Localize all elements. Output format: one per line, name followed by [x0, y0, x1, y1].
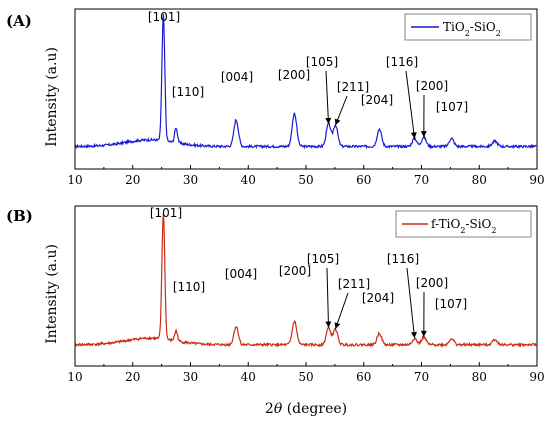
peak-arrow-head: [325, 117, 332, 124]
peak-arrow: [405, 70, 416, 139]
panel-a-ylabel: Intensity (a.u): [44, 47, 60, 147]
peak-label: [110]: [172, 85, 204, 99]
panel-b-ylabel: Intensity (a.u): [44, 244, 60, 344]
panel-b: (B) Intensity (a.u) 10 20 30 40 50 60 70 80 90 […: [6, 205, 545, 417]
peak-arrow: [326, 267, 330, 328]
x-tick-label: 70: [414, 173, 429, 187]
peak-label: [204]: [361, 93, 393, 107]
peak-label: [004]: [225, 267, 257, 281]
x-tick-label: 80: [472, 370, 487, 384]
x-tick-label: 30: [183, 370, 198, 384]
x-tick-label: 80: [472, 173, 487, 187]
x-tick-label: 30: [183, 173, 198, 187]
peak-label: [105]: [307, 252, 339, 266]
x-tick-label: 40: [241, 370, 256, 384]
panel-b-tag: (B): [6, 207, 33, 225]
x-tick-label: 20: [125, 370, 140, 384]
peak-label: [211]: [338, 277, 370, 291]
peak-arrow-head: [334, 322, 341, 329]
peak-label: [110]: [173, 280, 205, 294]
peak-label: [200]: [416, 276, 448, 290]
panel-a-legend-label: TiO2-SiO2: [443, 20, 501, 38]
peak-label: [204]: [362, 291, 394, 305]
peak-arrow: [334, 292, 349, 330]
panel-b-series-line: [74, 213, 538, 348]
peak-label: [211]: [337, 80, 369, 94]
x-tick-label: 60: [356, 173, 371, 187]
panel-a-legend: TiO2-SiO2: [404, 13, 532, 41]
x-tick-label: 10: [67, 370, 82, 384]
x-tick-label: 40: [241, 173, 256, 187]
x-tick-label: 90: [529, 370, 544, 384]
peak-arrow-head: [325, 321, 332, 328]
panel-a-peak-labels: [101][110][004] [200][105][211][204][116]…: [148, 10, 468, 139]
panel-a-series-line: [74, 14, 538, 150]
peak-arrow: [325, 70, 330, 124]
peak-label: [116]: [386, 55, 418, 69]
x-tick-label: 90: [529, 173, 544, 187]
peak-arrow-head: [420, 330, 427, 337]
peak-arrow-head: [334, 118, 341, 126]
peak-arrow-head: [410, 331, 417, 339]
panel-a: (A) Intensity (a.u) 10 20 30 40 50 60 70 80 90 […: [6, 8, 545, 187]
x-tick-label: 10: [67, 173, 82, 187]
peak-label: [107]: [435, 297, 467, 311]
peak-label: [200]: [279, 264, 311, 278]
peak-label: [107]: [436, 100, 468, 114]
peak-label: [200]: [278, 68, 310, 82]
x-tick-label: 60: [356, 370, 371, 384]
peak-label: [101]: [148, 10, 180, 24]
peak-label: [200]: [416, 79, 448, 93]
peak-label: [101]: [150, 206, 182, 220]
peak-label: [004]: [221, 70, 253, 84]
panel-b-legend: f-TiO2-SiO2: [395, 210, 532, 238]
peak-arrow-head: [420, 131, 427, 138]
panel-b-xlabel: 2θ (degree): [265, 401, 347, 417]
x-tick-label: 70: [414, 370, 429, 384]
x-tick-label: 50: [298, 173, 313, 187]
x-tick-label: 20: [125, 173, 140, 187]
panel-b-legend-label: f-TiO2-SiO2: [431, 217, 496, 235]
panel-a-tag: (A): [6, 12, 32, 30]
x-tick-label: 50: [298, 370, 313, 384]
peak-label: [105]: [306, 55, 338, 69]
panel-b-peak-labels: [101][110][004] [200][105][211][204][116]…: [150, 206, 467, 339]
panel-a-x-axis: 10 20 30 40 50 60 70 80 90: [67, 165, 545, 187]
peak-arrow-head: [410, 132, 417, 139]
peak-label: [116]: [387, 252, 419, 266]
panel-b-x-axis: 10 20 30 40 50 60 70 80 90: [67, 362, 545, 384]
peak-arrow: [406, 267, 416, 339]
